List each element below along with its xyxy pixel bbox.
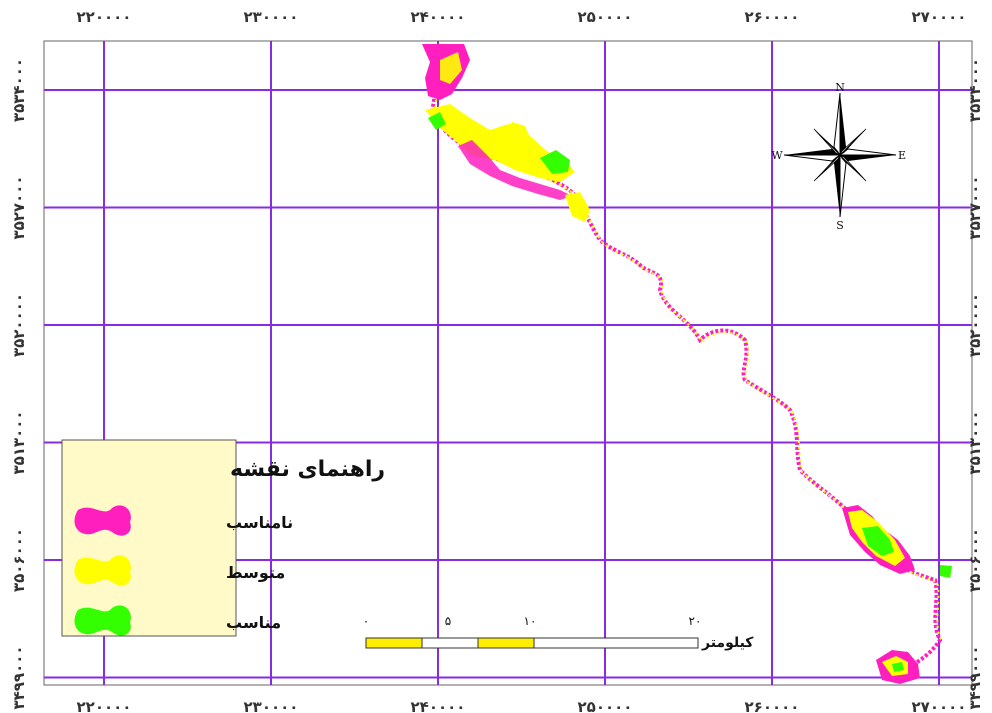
legend-label: نامناسب xyxy=(226,513,293,532)
y-tick-label: ۳۴۹۹۰۰۰ xyxy=(966,645,984,709)
zone-suitable-mid-2 xyxy=(540,150,570,174)
y-tick-label: ۳۵۱۳۰۰۰ xyxy=(966,410,984,474)
x-tick-label: ۲۷۰۰۰۰ xyxy=(912,8,967,26)
compass-s-point xyxy=(834,155,840,217)
scale-label-10: ۱۰ xyxy=(524,614,537,628)
y-tick-label: ۳۵۰۶۰۰۰ xyxy=(966,528,984,592)
x-tick-label: ۲۲۰۰۰۰ xyxy=(77,8,132,26)
compass-w-point xyxy=(784,149,840,155)
y-tick-label: ۳۴۹۹۰۰۰ xyxy=(10,645,28,709)
zone-moderate-north xyxy=(440,52,462,84)
y-tick-label: ۳۵۲۷۰۰۰ xyxy=(966,175,984,239)
scale-label-0: ۰ xyxy=(363,614,369,628)
x-tick-label: ۲۳۰۰۰۰ xyxy=(244,698,299,713)
river-suitability-zones xyxy=(422,43,952,684)
zone-suitable-se xyxy=(862,526,894,556)
zone-suitable-south xyxy=(892,662,904,672)
x-tick-labels-bottom: ۲۲۰۰۰۰ ۲۳۰۰۰۰ ۲۴۰۰۰۰ ۲۵۰۰۰۰ ۲۶۰۰۰۰ ۲۷۰۰۰۰ xyxy=(77,698,967,713)
y-tick-label: ۳۵۳۴۰۰۰ xyxy=(10,58,28,122)
compass-e-point xyxy=(840,155,896,161)
x-tick-label: ۲۶۰۰۰۰ xyxy=(745,698,800,713)
y-tick-label: ۳۵۲۰۰۰۰ xyxy=(10,293,28,357)
zone-moderate-lower-1 xyxy=(565,192,590,222)
legend-swatch xyxy=(74,505,131,536)
x-tick-label: ۲۵۰۰۰۰ xyxy=(578,8,633,26)
map-legend: راهنمای نقشه نامناسب متوسط مناسب xyxy=(61,439,385,637)
x-tick-label: ۲۲۰۰۰۰ xyxy=(77,698,132,713)
scale-unit: کیلومتر xyxy=(701,635,754,651)
x-tick-label: ۲۴۰۰۰۰ xyxy=(411,698,466,713)
scale-seg-3 xyxy=(477,637,535,649)
legend-item: مناسب xyxy=(74,605,281,636)
compass-n-label: N xyxy=(835,81,845,94)
legend-swatch xyxy=(74,555,131,586)
scale-seg-4 xyxy=(533,637,699,649)
legend-title: راهنمای نقشه xyxy=(230,457,385,482)
legend-box xyxy=(61,439,237,637)
x-tick-label: ۲۶۰۰۰۰ xyxy=(745,8,800,26)
zone-moderate-bulge xyxy=(504,122,532,160)
legend-swatch xyxy=(74,605,131,636)
y-tick-label: ۳۵۱۳۰۰۰ xyxy=(10,410,28,474)
scale-label-5: ۵ xyxy=(445,614,451,628)
x-tick-label: ۲۷۰۰۰۰ xyxy=(912,698,967,713)
zone-suitable-mid-1 xyxy=(428,112,446,130)
legend-label: مناسب xyxy=(226,613,281,632)
y-tick-labels-left: ۳۵۳۴۰۰۰ ۳۵۲۷۰۰۰ ۳۵۲۰۰۰۰ ۳۵۱۳۰۰۰ ۳۵۰۶۰۰۰ ۳۴۹۹۰… xyxy=(10,58,28,710)
scale-seg-1 xyxy=(365,637,423,649)
scale-label-20: ۲۰ xyxy=(689,614,702,628)
zone-suitable-se-2 xyxy=(940,565,952,578)
compass-e-label: E xyxy=(898,149,906,162)
compass-n-point xyxy=(840,93,846,155)
zone-unsuitable-mid xyxy=(458,140,572,200)
y-tick-label: ۳۵۲۷۰۰۰ xyxy=(10,175,28,239)
x-tick-label: ۲۳۰۰۰۰ xyxy=(244,8,299,26)
x-tick-labels-top: ۲۲۰۰۰۰ ۲۳۰۰۰۰ ۲۴۰۰۰۰ ۲۵۰۰۰۰ ۲۶۰۰۰۰ ۲۷۰۰۰۰ xyxy=(77,8,967,26)
legend-item: متوسط xyxy=(74,555,285,586)
scale-bar: ۰ ۵ ۱۰ ۲۰ کیلومتر xyxy=(363,614,755,651)
legend-item: نامناسب xyxy=(74,505,293,536)
y-tick-label: ۳۵۰۶۰۰۰ xyxy=(10,528,28,592)
x-tick-label: ۲۴۰۰۰۰ xyxy=(411,8,466,26)
y-tick-label: ۳۵۳۴۰۰۰ xyxy=(966,58,984,122)
zone-moderate-mid xyxy=(425,104,575,182)
north-arrow: N S E W xyxy=(771,81,906,232)
x-tick-label: ۲۵۰۰۰۰ xyxy=(578,698,633,713)
compass-s-label: S xyxy=(836,219,844,232)
scale-seg-2 xyxy=(421,637,479,649)
y-tick-label: ۳۵۲۰۰۰۰ xyxy=(966,293,984,357)
legend-label: متوسط xyxy=(226,563,285,582)
y-tick-labels-right: ۳۵۳۴۰۰۰ ۳۵۲۷۰۰۰ ۳۵۲۰۰۰۰ ۳۵۱۳۰۰۰ ۳۵۰۶۰۰۰ ۳۴۹۹۰… xyxy=(966,58,984,710)
compass-w-label: W xyxy=(771,149,783,162)
